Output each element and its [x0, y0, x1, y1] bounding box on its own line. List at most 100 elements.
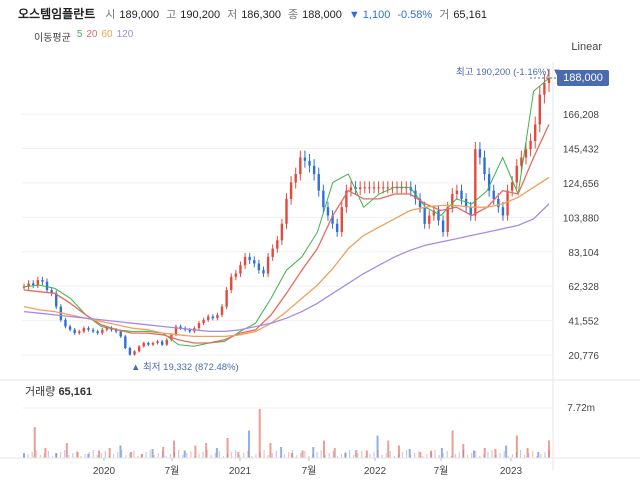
volume-bar [44, 448, 47, 458]
volume-bar [194, 456, 196, 458]
volume-bar [145, 452, 147, 458]
candle-body [36, 280, 40, 286]
candle-body [354, 187, 357, 189]
volume-bar [178, 450, 180, 458]
volume-bar [381, 455, 383, 458]
y-tick-label: 62,328 [568, 282, 599, 293]
candle-body [276, 240, 279, 249]
candle-body [386, 187, 390, 189]
volume-bar [55, 453, 58, 458]
ma-20-label[interactable]: 20 [86, 29, 98, 40]
volume-bar [140, 454, 143, 458]
volume-bar [226, 438, 229, 458]
volume-bar [491, 450, 493, 458]
candle-body [124, 336, 127, 349]
volume-bar [98, 450, 100, 458]
candle-body [50, 290, 53, 294]
volume-bar [507, 456, 509, 458]
volume-bar [467, 455, 469, 458]
volume-bar [283, 454, 286, 458]
volume-bar [129, 453, 131, 458]
candle-body [400, 187, 403, 189]
volume-bar [130, 452, 133, 458]
candle-body [179, 326, 182, 329]
y-tick-label: 166,208 [563, 110, 600, 121]
x-tick-label: 7월 [302, 465, 317, 477]
volume-bar [247, 451, 249, 458]
x-tick-label: 2020 [93, 466, 116, 477]
candle-body [483, 157, 486, 175]
candle-body [441, 220, 445, 233]
candle-body [312, 165, 316, 175]
ma-legend-label: 이동평균 [34, 33, 71, 44]
volume-bar [505, 445, 508, 458]
candle-body [91, 329, 95, 332]
y-tick-label: 103,880 [563, 213, 600, 224]
volume-bar [33, 427, 36, 458]
candle-body [289, 182, 293, 199]
ma-5-label[interactable]: 5 [76, 29, 83, 40]
candle-body [225, 290, 228, 307]
volume-bar [446, 451, 448, 458]
candle-body [285, 198, 288, 224]
ma-60-label[interactable]: 60 [101, 29, 113, 40]
y-tick-label: 124,656 [563, 179, 600, 190]
ma-60-line [23, 176, 550, 338]
volume-bar [419, 452, 422, 458]
candle-body [253, 260, 256, 264]
volume-bar [304, 451, 306, 458]
candle-body [280, 223, 284, 241]
candle-body [211, 316, 215, 319]
volume-bar [373, 452, 375, 458]
volume-bar [528, 453, 530, 458]
volume-bar [340, 454, 343, 458]
candle-body [317, 174, 320, 191]
volume-bar [64, 450, 66, 458]
y-tick-label: 145,432 [563, 145, 600, 156]
candle-body [55, 293, 58, 307]
candle-body [492, 190, 495, 199]
volume-bar [161, 451, 163, 458]
candle-body [73, 329, 76, 334]
candle-body [41, 280, 44, 282]
volume-bar [117, 452, 119, 458]
ma-120-label[interactable]: 120 [116, 29, 134, 40]
volume-bar [316, 452, 318, 458]
candle-body [543, 82, 546, 95]
candle-body [266, 256, 270, 274]
volume-bar [287, 452, 290, 458]
volume-bar [312, 454, 314, 458]
candle-body [487, 174, 491, 191]
scale-toggle-button[interactable]: Linear [571, 41, 602, 53]
volume-bar [226, 454, 229, 458]
volume-bar [393, 456, 395, 458]
candle-body [32, 283, 35, 286]
volume-bar [300, 453, 302, 458]
volume-bar [108, 448, 111, 458]
candle-body [128, 348, 132, 355]
candle-body [331, 215, 334, 224]
stock-header: 오스템임플란트 시 189,000 고 190,200 저 186,300 종 … [18, 5, 490, 21]
volume-bar [365, 450, 368, 458]
volume-bar [182, 455, 184, 458]
volume-bar [237, 452, 240, 458]
volume-bar [376, 435, 379, 458]
volume-bar [526, 448, 529, 458]
volume-bar [344, 452, 347, 458]
volume-bar [430, 450, 433, 458]
candle-body [151, 343, 155, 345]
volume-bar [494, 449, 497, 458]
volume-bar [258, 409, 261, 458]
volume-bar [84, 454, 86, 458]
candle-body [372, 187, 376, 189]
candle-body [524, 149, 528, 158]
ma-legend[interactable]: 이동평균 5 20 60 120 [34, 29, 133, 44]
volume-bar [92, 450, 94, 458]
open-value: 189,000 [119, 9, 160, 21]
candle-body [474, 149, 477, 216]
volume-bar [292, 450, 294, 458]
volume-bar [332, 451, 334, 458]
y-tick-label: 20,776 [568, 351, 599, 362]
volume-bar [112, 454, 115, 458]
